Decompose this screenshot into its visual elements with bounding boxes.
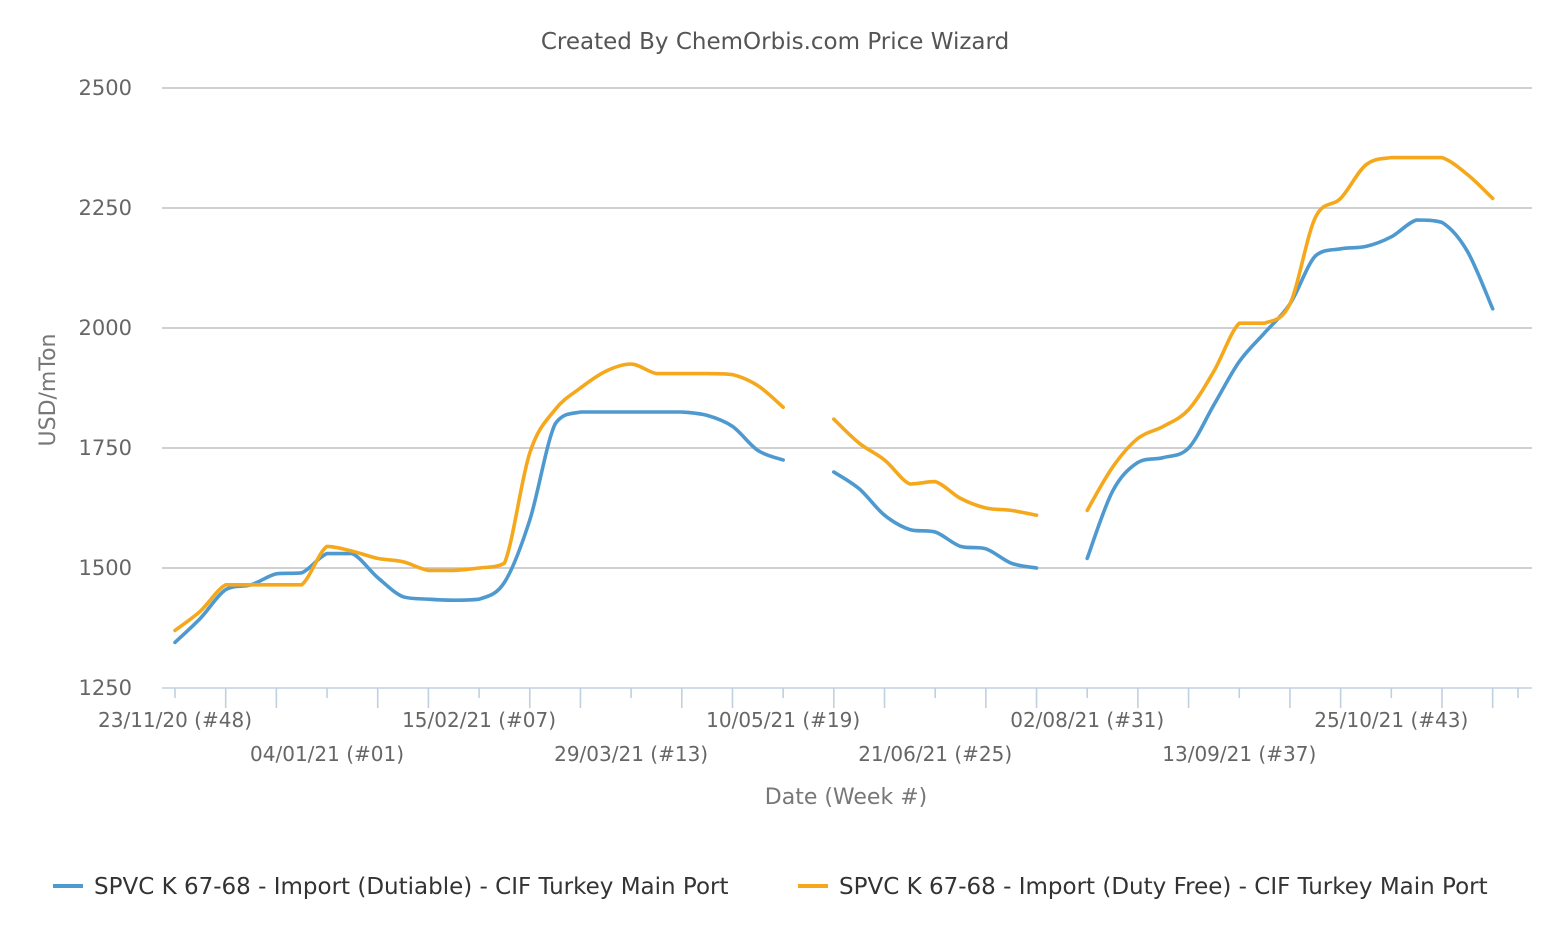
legend-label: SPVC K 67-68 - Import (Dutiable) - CIF T…: [94, 874, 729, 900]
chart-title: Created By ChemOrbis.com Price Wizard: [541, 29, 1009, 55]
x-axis-label: Date (Week #): [765, 785, 927, 810]
x-axis: 23/11/20 (#48) 04/01/21 (#01) 15/02/21 (#0…: [98, 687, 1532, 766]
x-tick-label: 29/03/21 (#13): [554, 742, 708, 766]
x-tick-label: 04/01/21 (#01): [250, 742, 404, 766]
series-lines: [173, 155, 1495, 645]
series-segment: [1085, 155, 1495, 513]
x-tick-label: 02/08/21 (#31): [1010, 708, 1164, 732]
y-axis-label: USD/mTon: [36, 334, 61, 447]
y-tick-label: 2500: [79, 76, 132, 100]
x-tick-label: 23/11/20 (#48): [98, 708, 252, 732]
series-segment: [832, 417, 1039, 517]
legend: SPVC K 67-68 - Import (Dutiable) - CIF T…: [53, 874, 1488, 900]
series-segment: [173, 362, 785, 633]
series-2-line: [173, 155, 1495, 633]
x-tick-label: 15/02/21 (#07): [402, 708, 556, 732]
x-tick-label: 21/06/21 (#25): [858, 742, 1012, 766]
y-tick-label: 1250: [79, 676, 132, 700]
series-segment: [173, 410, 785, 645]
x-tick-label: 25/10/21 (#43): [1314, 708, 1468, 732]
x-tick-label: 10/05/21 (#19): [706, 708, 860, 732]
y-tick-label: 2000: [79, 316, 132, 340]
x-tick-label: 13/09/21 (#37): [1162, 742, 1316, 766]
y-tick-label: 1500: [79, 556, 132, 580]
series-segment: [832, 470, 1039, 570]
gridlines: [162, 87, 1532, 569]
y-axis-ticks: 1250 1500 1750 2000 2250 2500: [79, 76, 132, 700]
y-tick-label: 1750: [79, 436, 132, 460]
series-segment: [1085, 218, 1495, 561]
y-tick-label: 2250: [79, 196, 132, 220]
legend-item-2[interactable]: SPVC K 67-68 - Import (Duty Free) - CIF …: [798, 874, 1488, 900]
legend-item-1[interactable]: SPVC K 67-68 - Import (Dutiable) - CIF T…: [53, 874, 729, 900]
legend-label: SPVC K 67-68 - Import (Duty Free) - CIF …: [839, 874, 1488, 900]
